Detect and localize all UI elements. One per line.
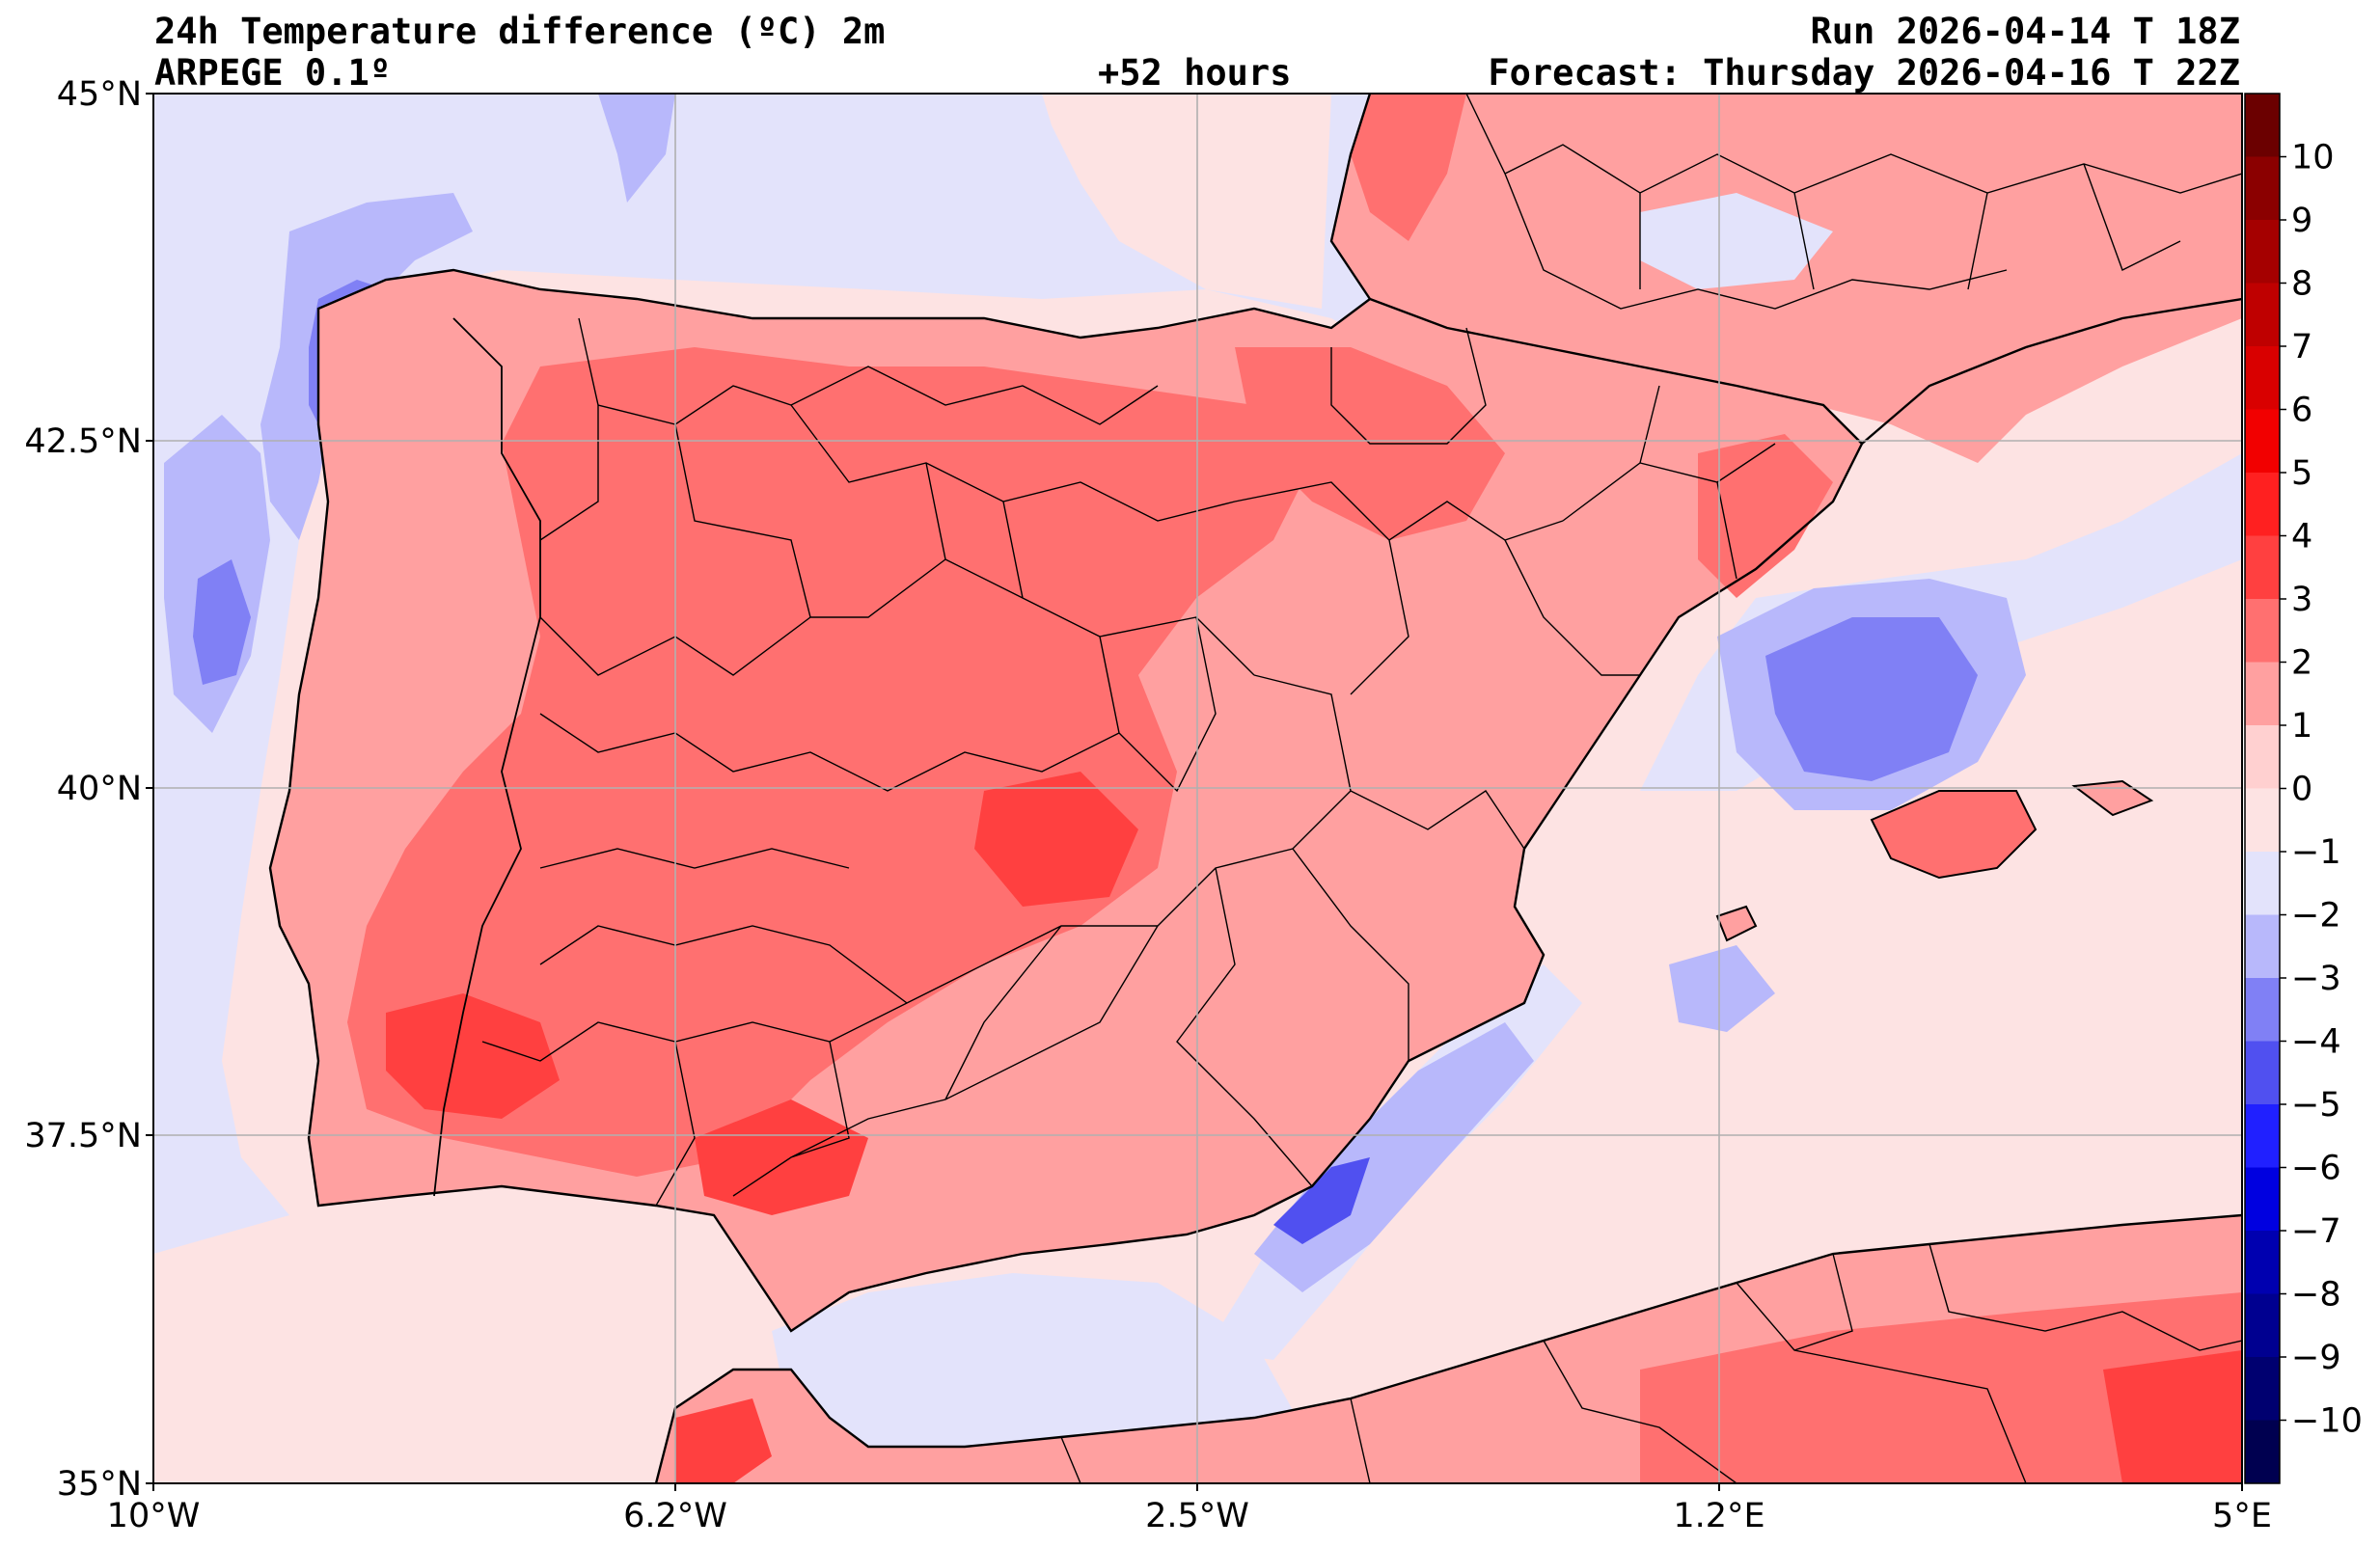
menorca-coastline — [2071, 779, 2154, 817]
mallorca — [1872, 791, 2036, 878]
colorbar-label: −8 — [2291, 1276, 2341, 1315]
chart-title: 24h Temperature difference (ºC) 2m — [154, 11, 886, 52]
france-coastline — [1329, 94, 2242, 445]
colorbar-segment — [2245, 1357, 2280, 1421]
ibiza — [1717, 907, 1756, 940]
ibiza-coastline — [1715, 905, 1758, 942]
colorbar-segment — [2245, 599, 2280, 663]
galicia-cool-patch — [260, 193, 473, 540]
iberia-coastline — [268, 268, 1864, 1333]
colorbar-segment — [2245, 346, 2280, 410]
menorca — [2074, 781, 2151, 815]
colorbar-label: 5 — [2291, 454, 2312, 493]
lon-label-6-2w: 6.2°W — [623, 1497, 727, 1535]
north-africa-warm-core — [1640, 1292, 2242, 1483]
model-label: ARPEGE 0.1º — [154, 52, 392, 94]
lat-label-37-5: 37.5°N — [24, 1117, 142, 1155]
gridlines — [153, 94, 2242, 1483]
colorbar-label: 6 — [2291, 392, 2312, 430]
mallorca-coastline — [1870, 790, 2038, 880]
colorbar-label: −10 — [2291, 1402, 2363, 1441]
colorbar-segment — [2245, 1420, 2280, 1484]
colorbar-label: −4 — [2291, 1023, 2341, 1062]
colorbar-label: 0 — [2291, 771, 2312, 809]
colorbar-segment — [2245, 156, 2280, 221]
colorbar-label: −7 — [2291, 1212, 2341, 1251]
colorbar-segment — [2245, 1104, 2280, 1168]
forecast-label: Forecast: Thursday 2026-04-16 T 22Z — [1488, 52, 2240, 94]
colorbar-segment — [2245, 94, 2280, 157]
lat-label-40: 40°N — [57, 770, 142, 808]
lat-label-35: 35°N — [57, 1465, 142, 1504]
colorbar-segment — [2245, 1041, 2280, 1105]
colorbar-label: 8 — [2291, 265, 2312, 304]
colorbar-label: −5 — [2291, 1086, 2341, 1125]
colorbar-segment — [2245, 662, 2280, 726]
colorbar-label: −1 — [2291, 833, 2341, 872]
france-borders — [1465, 94, 2242, 310]
algeria-hot-core — [2103, 1350, 2242, 1483]
colorbar-label: 10 — [2291, 139, 2335, 177]
colorbar-segment — [2245, 725, 2280, 789]
colorbar-segment — [2245, 409, 2280, 474]
africa-borders — [1060, 1243, 2242, 1483]
lon-label-10w: 10°W — [107, 1497, 201, 1535]
colorbar-segment — [2245, 1231, 2280, 1294]
balearic-sea-cool-core — [1765, 617, 1978, 781]
north-africa-coastline — [654, 1213, 2242, 1483]
colorbar-segment — [2245, 788, 2280, 853]
lon-label-2-5w: 2.5°W — [1145, 1497, 1249, 1535]
colorbar-label: 9 — [2291, 202, 2312, 240]
colorbar-label: 4 — [2291, 518, 2312, 556]
colorbar-segment — [2245, 852, 2280, 915]
alps-cool-patch — [1640, 193, 1833, 289]
run-label: Run 2026-04-14 T 18Z — [1810, 11, 2240, 52]
colorbar-label: 2 — [2291, 644, 2312, 683]
biscay-cool-patch — [598, 94, 675, 203]
colorbar-label: 3 — [2291, 581, 2312, 619]
guadalquivir-warm-core — [695, 1099, 868, 1215]
morocco-hot-core — [675, 1398, 772, 1483]
lat-label-45: 45°N — [57, 75, 142, 114]
colorbar-label: −2 — [2291, 897, 2341, 936]
alboran-cool-core — [1273, 1157, 1370, 1244]
france-warm-core — [1351, 94, 1466, 241]
colorbar-segment — [2245, 978, 2280, 1042]
map-field — [153, 94, 2242, 1483]
lat-label-42-5: 42.5°N — [24, 422, 142, 461]
atlantic-cool-core — [193, 559, 251, 685]
south-warm-core — [386, 993, 560, 1119]
lon-label-1-2e: 1.2°E — [1673, 1497, 1764, 1535]
colorbar-segment — [2245, 1167, 2280, 1232]
colorbar-label: 1 — [2291, 707, 2312, 746]
colorbar-label: −9 — [2291, 1339, 2341, 1377]
colorbar-segment — [2245, 220, 2280, 284]
colorbar-label: −6 — [2291, 1150, 2341, 1188]
colorbar-segment — [2245, 473, 2280, 536]
lamancha-warm-core — [974, 772, 1138, 907]
colorbar-label: 7 — [2291, 328, 2312, 366]
lon-label-5e: 5°E — [2212, 1497, 2272, 1535]
colorbar-segment — [2245, 1293, 2280, 1358]
ibiza-cool-patch — [1669, 945, 1775, 1032]
colorbar-label: −3 — [2291, 960, 2341, 998]
colorbar-segment — [2245, 283, 2280, 347]
colorbar-segment — [2245, 914, 2280, 979]
axis-ticks — [146, 93, 2243, 1491]
lead-time-label: +52 hours — [1098, 52, 1292, 94]
colorbar-segment — [2245, 535, 2280, 600]
portugal-border — [433, 317, 541, 1197]
